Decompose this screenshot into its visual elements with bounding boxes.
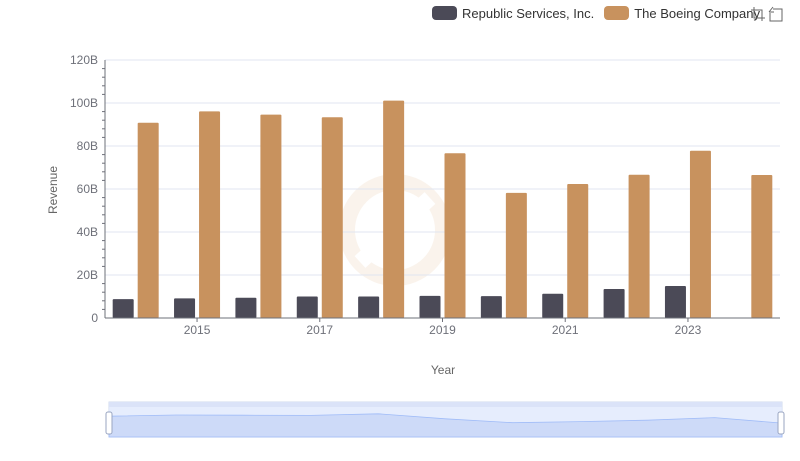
bar-republic-services-2015[interactable] <box>174 298 196 318</box>
bar-republic-services-2017[interactable] <box>296 296 318 319</box>
x-tick-label: 2017 <box>306 323 333 337</box>
bar-boeing-2022[interactable] <box>628 174 650 318</box>
legend-item-boeing[interactable]: The Boeing Company <box>604 6 760 21</box>
data-zoom-handle-right[interactable] <box>777 411 785 435</box>
bar-republic-services-2014[interactable] <box>112 299 134 318</box>
bar-republic-services-2020[interactable] <box>480 296 502 318</box>
zoom-select-icon[interactable] <box>750 6 766 22</box>
bar-boeing-2015[interactable] <box>199 111 221 318</box>
bar-republic-services-2016[interactable] <box>235 297 257 318</box>
bar-boeing-2014[interactable] <box>137 122 159 318</box>
y-tick-label: 80B <box>77 139 98 153</box>
legend-label-boeing: The Boeing Company <box>634 5 760 21</box>
y-tick-label: 0 <box>91 311 98 325</box>
y-tick-label: 120B <box>70 53 98 67</box>
data-zoom-slider[interactable] <box>105 401 785 438</box>
x-tick-label: 2021 <box>552 323 579 337</box>
chart-legend: Republic Services, Inc. The Boeing Compa… <box>432 4 770 22</box>
bar-boeing-2020[interactable] <box>505 192 527 318</box>
bar-boeing-2019[interactable] <box>444 153 466 318</box>
y-tick-label: 100B <box>70 96 98 110</box>
bar-republic-services-2018[interactable] <box>358 296 380 319</box>
bar-republic-services-2019[interactable] <box>419 295 441 318</box>
bar-republic-services-2021[interactable] <box>542 293 564 318</box>
bar-boeing-2017[interactable] <box>321 117 343 318</box>
legend-label-republic-services: Republic Services, Inc. <box>462 5 595 21</box>
x-tick-label: 2023 <box>675 323 702 337</box>
bar-boeing-2024[interactable] <box>751 175 773 318</box>
bar-boeing-2018[interactable] <box>383 100 405 318</box>
x-axis-title: Year <box>431 363 455 377</box>
y-tick-label: 20B <box>77 268 98 282</box>
y-axis-title: Revenue <box>46 166 60 214</box>
legend-swatch-republic-services <box>432 6 457 20</box>
bar-republic-services-2023[interactable] <box>664 285 686 318</box>
bar-boeing-2023[interactable] <box>689 150 711 318</box>
y-tick-label: 40B <box>77 225 98 239</box>
chart-toolbar <box>748 6 784 22</box>
data-zoom-top-bar[interactable] <box>109 402 782 407</box>
bar-boeing-2021[interactable] <box>567 184 589 318</box>
data-zoom-handle-left[interactable] <box>105 411 113 435</box>
legend-swatch-boeing <box>604 6 630 20</box>
legend-item-republic-services[interactable]: Republic Services, Inc. <box>432 6 594 21</box>
x-tick-label: 2019 <box>429 323 456 337</box>
y-tick-label: 60B <box>77 182 98 196</box>
data-zoom-preview-area <box>108 413 783 438</box>
bar-boeing-2016[interactable] <box>260 114 282 318</box>
bar-republic-services-2022[interactable] <box>603 288 625 318</box>
zoom-reset-icon[interactable] <box>768 6 784 22</box>
x-tick-label: 2015 <box>184 323 211 337</box>
